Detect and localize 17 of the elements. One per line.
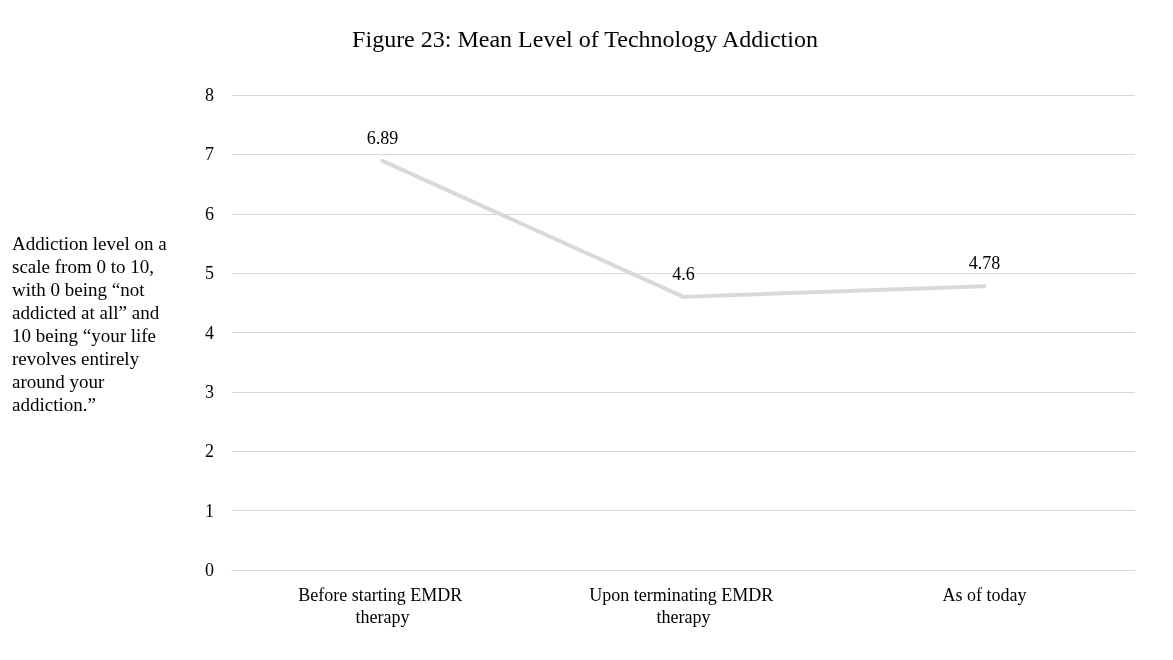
x-tick-label: Before starting EMDR therapy: [298, 585, 467, 627]
y-tick-label: 4: [205, 322, 214, 343]
chart-title: Figure 23: Mean Level of Technology Addiction: [352, 26, 818, 52]
y-tick-label: 6: [205, 203, 214, 224]
y-tick-label: 0: [205, 560, 214, 580]
y-tick-label: 2: [205, 441, 214, 462]
data-label: 4.78: [968, 253, 1001, 274]
y-tick-label: 7: [205, 144, 214, 165]
y-tick-label: 3: [205, 381, 214, 402]
y-tick-label: 5: [205, 263, 214, 284]
y-tick-label: 1: [205, 500, 214, 521]
x-tick-label: Upon terminating EMDR therapy: [589, 585, 778, 627]
y-tick-label: 8: [205, 85, 214, 105]
data-label: 4.6: [672, 263, 695, 284]
x-tick-label: As of today: [942, 585, 1027, 605]
data-label: 6.89: [366, 127, 399, 148]
y-axis-title: Addiction level on a scale from 0 to 10, with 0 being “not addicted at all” and 10 being “your life revolves entirely around your addiction.”: [12, 232, 168, 416]
